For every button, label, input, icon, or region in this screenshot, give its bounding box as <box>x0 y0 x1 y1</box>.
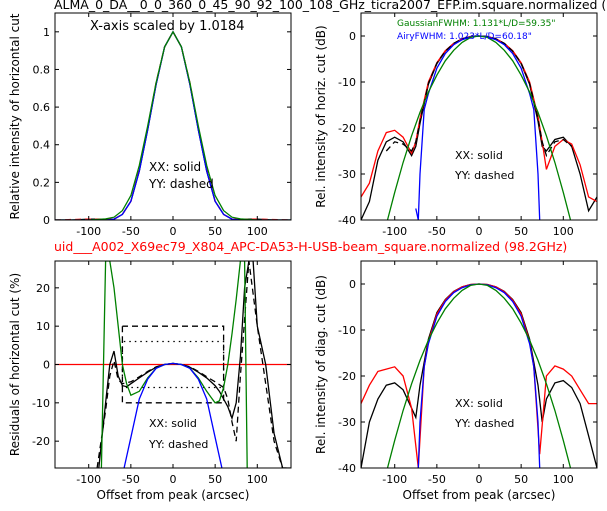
x-tick-label: 0 <box>476 225 483 238</box>
y-tick-label: -40 <box>338 462 356 475</box>
series-line-3 <box>98 261 291 468</box>
x-tick-label: 50 <box>514 225 528 238</box>
y-axis-label: Rel. intensity of horiz. cut (dB) <box>314 25 328 207</box>
y-tick-label: 0 <box>43 214 50 227</box>
series-line-0 <box>55 30 291 220</box>
x-axis-label: Offset from peak (arcsec) <box>97 488 250 502</box>
x-tick-label: -50 <box>122 225 140 238</box>
x-tick-label: 50 <box>208 473 222 486</box>
y-axis-label: Relative intensity of horizontal cut <box>8 13 22 219</box>
plot-area <box>361 35 597 220</box>
y-tick-label: 20 <box>36 282 50 295</box>
x-tick-label: 100 <box>247 225 268 238</box>
y-tick-label: 1 <box>43 26 50 39</box>
plot-area <box>55 261 291 468</box>
x-tick-label: -100 <box>382 225 407 238</box>
y-tick-label: 0 <box>349 278 356 291</box>
plot-area <box>55 30 291 220</box>
annotation-text: AiryFWHM: 1.023*L/D=60.18" <box>397 32 532 42</box>
y-tick-label: -20 <box>338 370 356 383</box>
annotation-text: YY: dashed <box>454 169 514 182</box>
x-tick-label: 100 <box>553 225 574 238</box>
annotation-text: YY: dashed <box>148 177 214 191</box>
series-line-0 <box>361 35 597 220</box>
axes-frame <box>360 12 598 221</box>
series-line-3 <box>55 30 291 220</box>
y-tick-label: 10 <box>36 320 50 333</box>
y-tick-label: 0.8 <box>33 63 51 76</box>
annotation-text: XX: solid <box>455 149 503 162</box>
annotation-text: GaussianFWHM: 1.131*L/D=59.35" <box>397 19 555 29</box>
x-tick-label: -50 <box>428 225 446 238</box>
chart-top-left: -100 -50 0 50 100 0 0.2 0.4 0.6 0.8 1 Relative inte… <box>8 12 292 238</box>
x-tick-label: -50 <box>428 473 446 486</box>
y-tick-label: -10 <box>338 324 356 337</box>
x-tick-label: -100 <box>76 473 101 486</box>
x-tick-label: 0 <box>170 225 177 238</box>
x-tick-label: -100 <box>382 473 407 486</box>
series-line-4 <box>386 35 572 220</box>
y-tick-label: -40 <box>338 214 356 227</box>
annotation-text: X-axis scaled by 1.0184 <box>90 19 245 34</box>
series-line-3 <box>386 283 572 468</box>
annotation-text: YY: dashed <box>454 417 514 430</box>
y-tick-label: -20 <box>338 122 356 135</box>
y-tick-label: 0 <box>43 359 50 372</box>
annotation-text: YY: dashed <box>148 438 208 451</box>
chart-bottom-right: -100 -50 0 50 100 0 -10 -20 -30 -40 Rel. intensity… <box>314 260 598 502</box>
series-line-2 <box>417 283 541 468</box>
x-tick-label: 50 <box>514 473 528 486</box>
axes-frame <box>360 260 598 469</box>
annotation-text: XX: solid <box>149 417 197 430</box>
y-tick-label: 0.6 <box>33 101 51 114</box>
x-tick-label: 50 <box>208 225 222 238</box>
x-tick-label: 0 <box>476 473 483 486</box>
x-tick-label: 0 <box>170 473 177 486</box>
y-tick-label: -30 <box>338 416 356 429</box>
chart-top-right: -100 -50 0 50 100 0 -10 -20 -30 -40 Rel. intensity… <box>314 12 598 238</box>
series-line-6 <box>123 362 223 468</box>
series-line-2 <box>55 30 291 220</box>
y-tick-label: -10 <box>338 76 356 89</box>
figure-title-mid: uid___A002_X69ec79_X804_APC-DA53-H-USB-b… <box>54 239 567 254</box>
y-tick-label: 0.4 <box>33 139 51 152</box>
series-line-0 <box>361 283 597 468</box>
x-tick-label: 100 <box>247 473 268 486</box>
series-line-2 <box>121 340 225 389</box>
x-tick-label: -50 <box>122 473 140 486</box>
series-line-2 <box>385 35 573 158</box>
y-tick-label: 0 <box>349 30 356 43</box>
annotation-text: XX: solid <box>149 160 201 174</box>
y-axis-label: Residuals of horizontal cut (%) <box>8 273 22 456</box>
plot-area <box>361 283 597 468</box>
annotation-text: XX: solid <box>455 397 503 410</box>
y-tick-label: -10 <box>32 397 50 410</box>
y-tick-label: -20 <box>32 435 50 448</box>
series-line-4 <box>96 261 291 468</box>
series-line-1 <box>361 283 597 468</box>
series-line-1 <box>55 30 291 220</box>
y-tick-label: 0.2 <box>33 176 51 189</box>
x-axis-label: Offset from peak (arcsec) <box>403 488 556 502</box>
series-line-1 <box>121 325 225 404</box>
figure-title-top: ALMA_0_DA__0_0_360_0_45_90_92_100_108_GH… <box>54 0 606 12</box>
x-tick-label: -100 <box>76 225 101 238</box>
x-tick-label: 100 <box>553 473 574 486</box>
y-axis-label: Rel. intensity of diag. cut (dB) <box>314 275 328 454</box>
y-tick-label: -30 <box>338 168 356 181</box>
